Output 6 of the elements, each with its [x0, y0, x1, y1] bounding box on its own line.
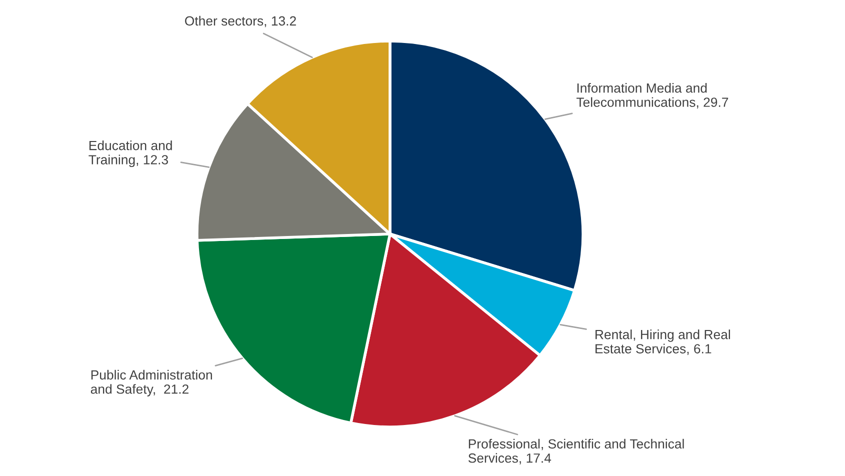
slice-label: Education and Training, 12.3	[88, 140, 172, 168]
slice-label: Professional, Scientific and Technical Services, 17.4	[468, 438, 684, 464]
slice-label: Public Administration and Safety, 21.2	[90, 370, 212, 396]
slice-label: Rental, Hiring and Real Estate Services, 6.1	[596, 330, 730, 355]
slice-label: Other sectors, 13.2	[185, 16, 296, 28]
slice-label: Information Media and Telecommunications, 29.7	[576, 83, 728, 108]
